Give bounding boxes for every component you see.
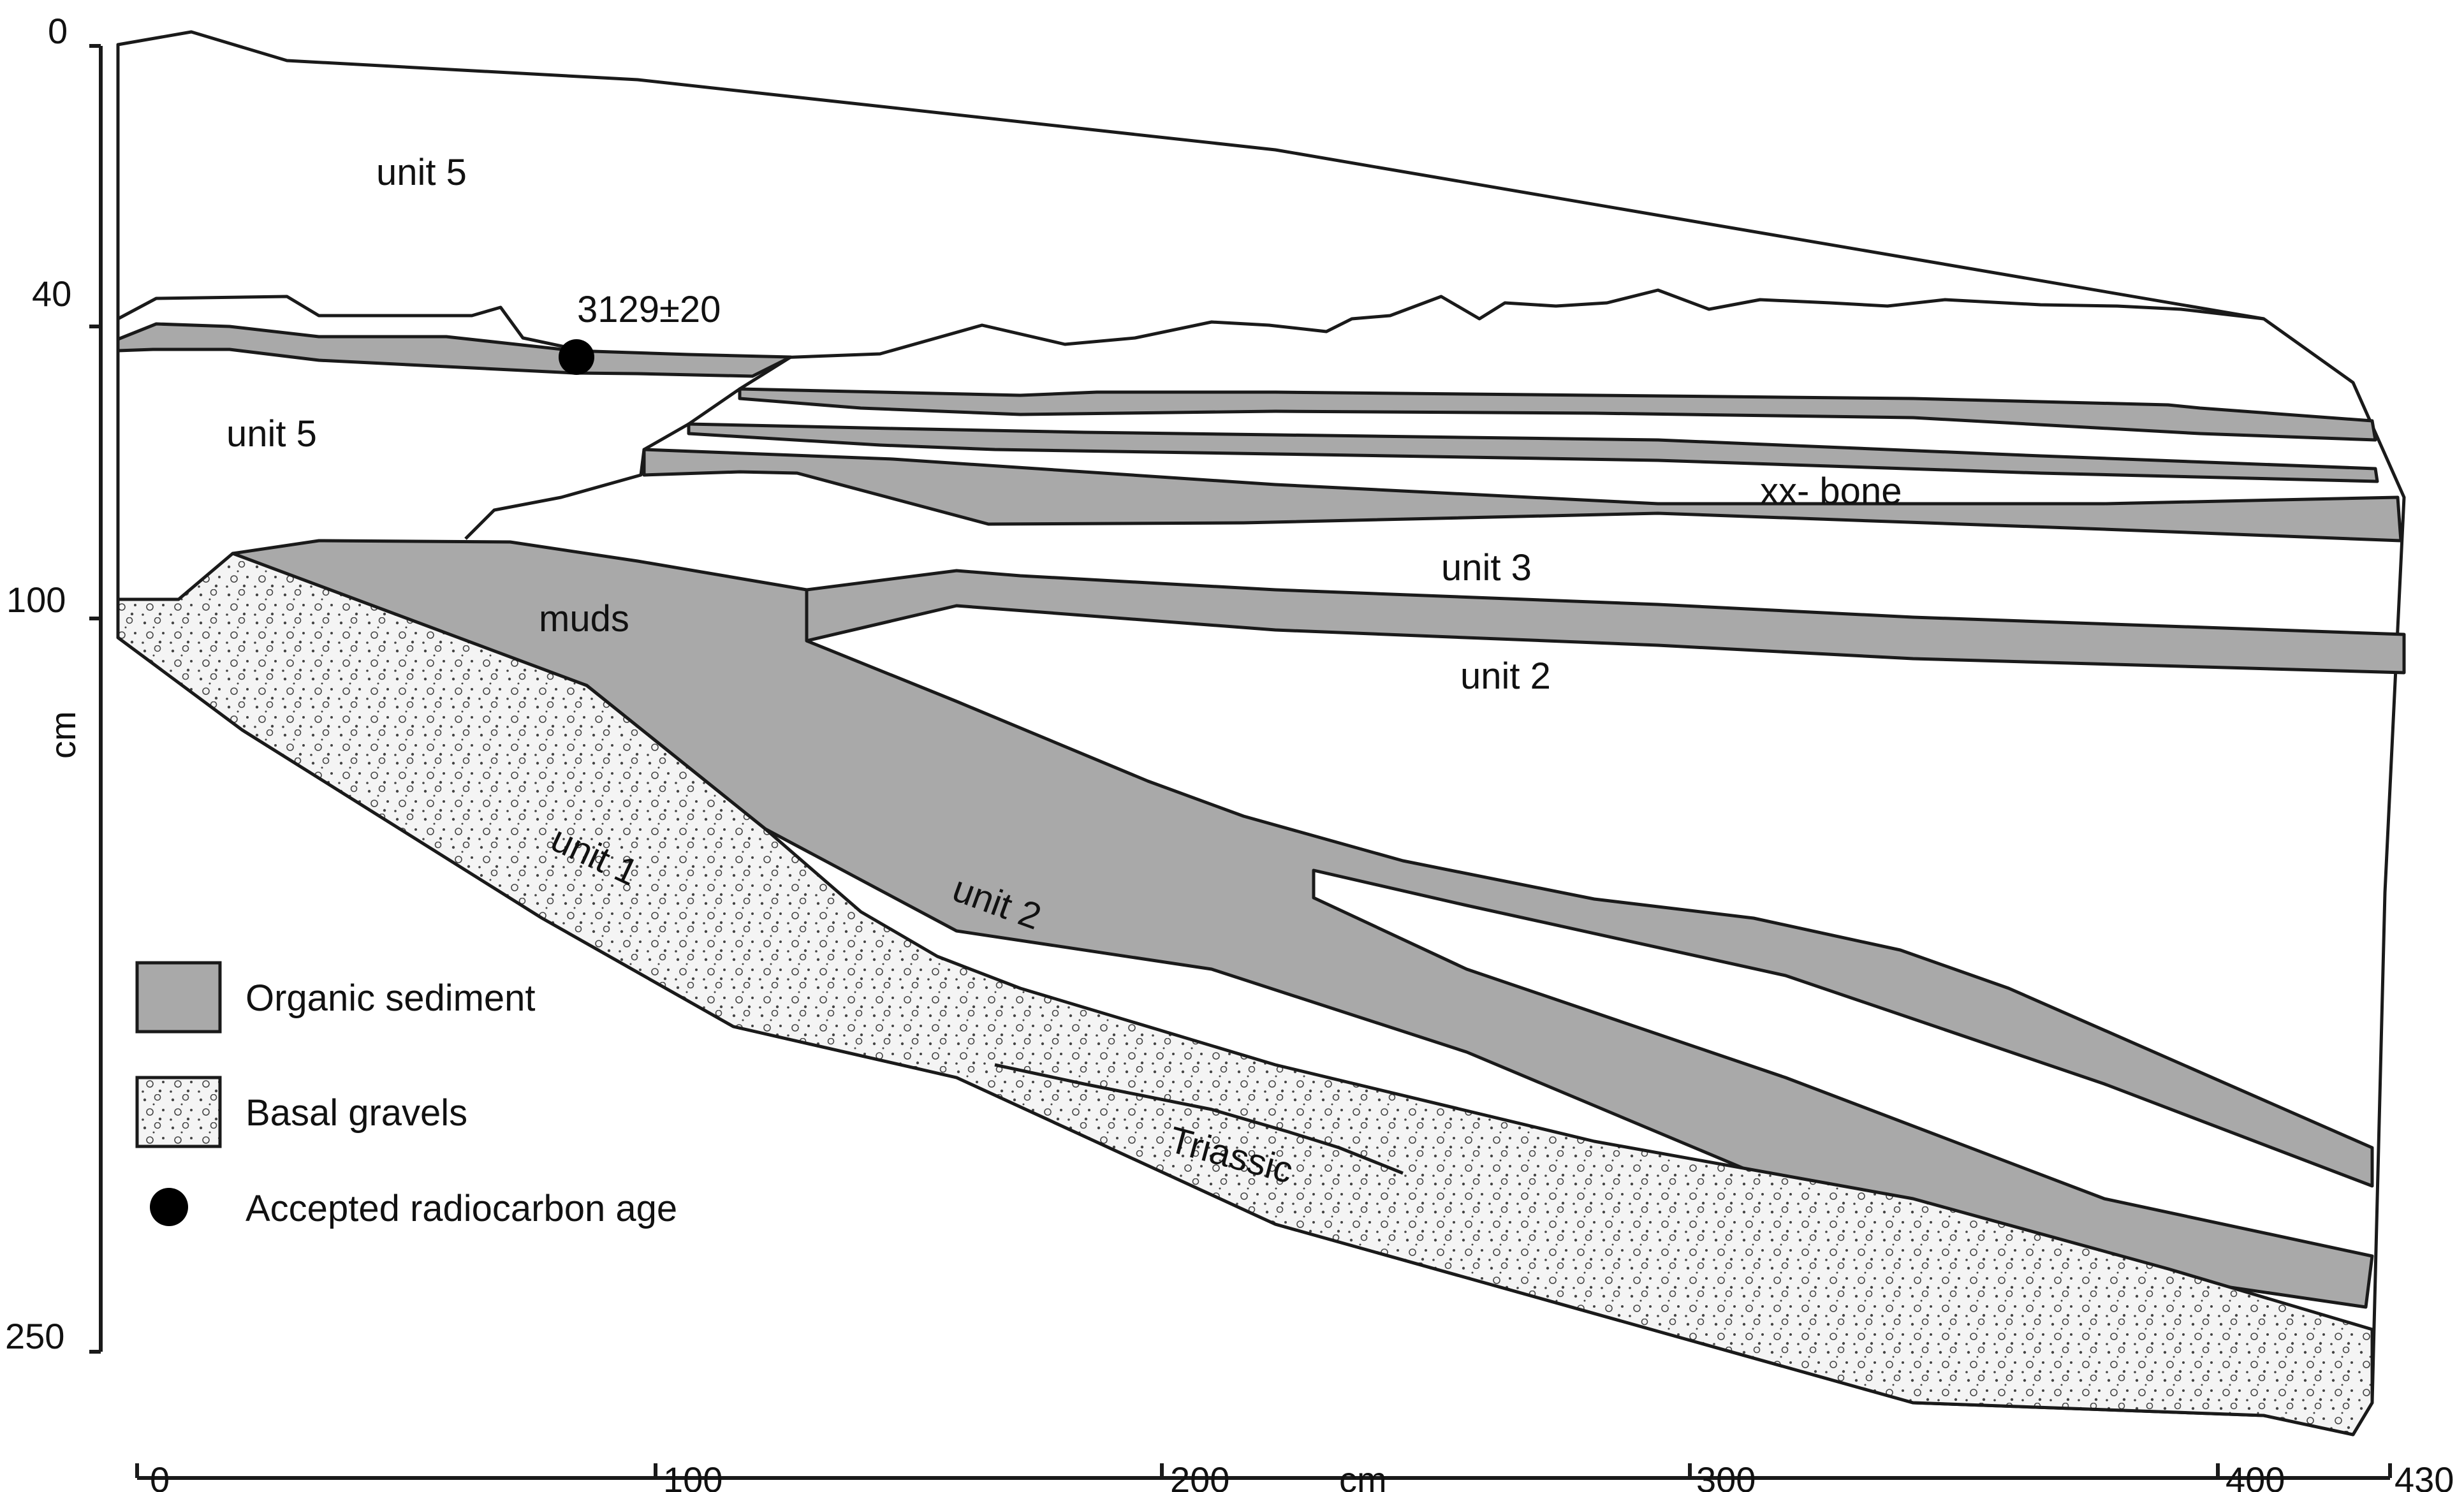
- radiocarbon-sample-dot: [559, 339, 594, 375]
- label-radiocarbon-age: 3129±20: [577, 289, 721, 330]
- distance-tick-0: 0: [150, 1459, 170, 1492]
- label-unit3: unit 3: [1441, 547, 1532, 589]
- depth-tick-40: 40: [32, 274, 71, 314]
- organic-bed-radiocarbon: [116, 322, 793, 378]
- organic-bed-2: [687, 422, 2379, 483]
- label-unit2-right: unit 2: [1460, 655, 1551, 697]
- distance-tick-200: 200: [1170, 1459, 1229, 1492]
- legend: Organic sediment Basal gravels Accepted …: [135, 961, 677, 1229]
- distance-tick-300: 300: [1696, 1459, 1756, 1492]
- legend-label-radiocarbon: Accepted radiocarbon age: [246, 1188, 677, 1229]
- label-unit5-middle: unit 5: [226, 413, 317, 455]
- distance-tick-100: 100: [663, 1459, 722, 1492]
- distance-tick-430: 430: [2394, 1459, 2454, 1492]
- organic-muds-body: [231, 539, 2374, 1309]
- depth-axis-unit: cm: [43, 711, 83, 759]
- depth-axis: 0 40 100 250 cm: [5, 11, 103, 1356]
- depth-tick-100: 100: [6, 580, 66, 620]
- triassic-contact: [994, 1063, 1404, 1175]
- depth-tick-0: 0: [48, 11, 68, 51]
- legend-swatch-dot: [150, 1188, 188, 1226]
- distance-tick-400: 400: [2226, 1459, 2285, 1492]
- legend-label-organic: Organic sediment: [246, 977, 536, 1019]
- label-bone: xx- bone: [1760, 471, 1902, 512]
- label-muds: muds: [539, 598, 629, 640]
- organic-bed-1: [738, 387, 2377, 442]
- basal-gravels: [116, 552, 2374, 1437]
- depth-tick-250: 250: [5, 1316, 64, 1356]
- upper-unit5-base: [710, 288, 2264, 362]
- legend-label-gravel: Basal gravels: [246, 1092, 467, 1134]
- organic-bed-bone: [642, 448, 2403, 543]
- label-unit5-top: unit 5: [376, 152, 467, 193]
- distance-axis: 0 100 200 300 400 430 cm: [135, 1459, 2454, 1492]
- organic-bed-unit3: [805, 569, 2406, 675]
- distance-axis-unit: cm: [1339, 1459, 1387, 1492]
- legend-swatch-organic: [135, 961, 222, 1034]
- legend-swatch-gravel: [135, 1076, 222, 1148]
